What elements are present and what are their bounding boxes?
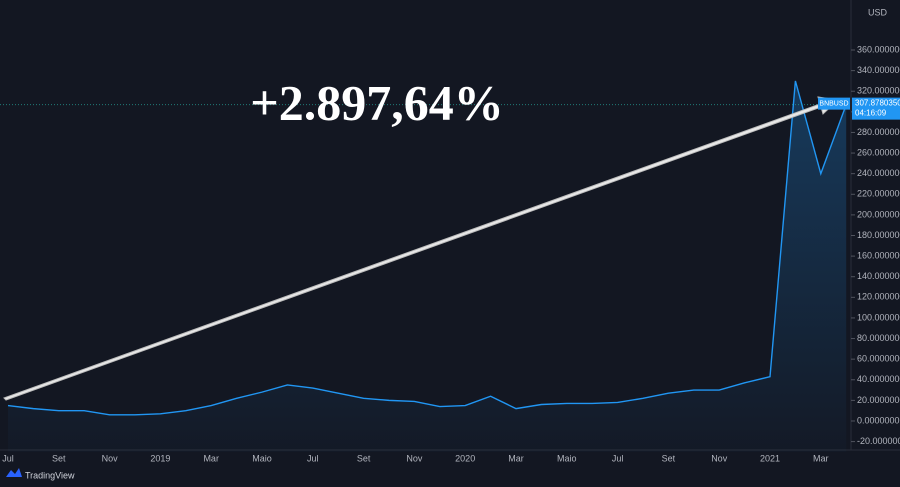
line — [7, 80, 847, 416]
y-tick-label: 320.0000000 — [857, 86, 900, 96]
y-tick-label: 60.0000000 — [857, 354, 900, 364]
x-tick-label: 2020 — [455, 453, 475, 463]
x-tick-label: 2019 — [150, 453, 170, 463]
x-tick-label: Set — [52, 453, 66, 463]
y-tick-label: 0.0000000 — [857, 415, 900, 425]
x-tick-label: Set — [357, 453, 371, 463]
brand-logo — [6, 468, 22, 477]
x-tick-label: Nov — [406, 453, 423, 463]
price-label: 307.8780350 — [855, 99, 900, 108]
y-tick-label: 160.0000000 — [857, 250, 900, 260]
symbol-label: BNBUSD — [819, 100, 848, 107]
y-tick-label: 360.0000000 — [857, 44, 900, 54]
y-tick-label: 280.0000000 — [857, 127, 900, 137]
y-tick-label: 220.0000000 — [857, 189, 900, 199]
x-tick-label: Mar — [203, 453, 219, 463]
y-tick-label: 340.0000000 — [857, 65, 900, 75]
y-tick-label: 180.0000000 — [857, 230, 900, 240]
x-tick-label: Jul — [307, 453, 319, 463]
y-tick-label: 40.0000000 — [857, 374, 900, 384]
annotation: +2.897,64% — [250, 74, 504, 130]
y-tick-label: 260.0000000 — [857, 147, 900, 157]
y-tick-label: 240.0000000 — [857, 168, 900, 178]
x-tick-label: 2021 — [760, 453, 780, 463]
x-tick-label: Mar — [813, 453, 829, 463]
y-tick-label: 100.0000000 — [857, 312, 900, 322]
y-tick-label: 140.0000000 — [857, 271, 900, 281]
x-tick-label: Nov — [711, 453, 728, 463]
countdown: 04:16:09 — [855, 109, 887, 118]
plot — [0, 80, 851, 452]
x-tick-label: Maio — [252, 453, 272, 463]
area — [8, 80, 847, 452]
brand: TradingView — [25, 470, 75, 480]
x-tick-label: Jul — [2, 453, 14, 463]
x-tick-label: Mar — [508, 453, 524, 463]
x-tick-label: Jul — [612, 453, 624, 463]
y-tick-label: 200.0000000 — [857, 209, 900, 219]
x-tick-label: Set — [662, 453, 676, 463]
y-tick-label: -20.0000000 — [857, 436, 900, 446]
price-box — [852, 97, 900, 120]
x-tick-label: Nov — [102, 453, 119, 463]
price-tag — [818, 97, 850, 110]
y-tick-label: 80.0000000 — [857, 333, 900, 343]
y-tick-label: 120.0000000 — [857, 292, 900, 302]
y-tick-label: 20.0000000 — [857, 395, 900, 405]
currency-label: USD — [868, 7, 888, 17]
x-tick-label: Maio — [557, 453, 577, 463]
